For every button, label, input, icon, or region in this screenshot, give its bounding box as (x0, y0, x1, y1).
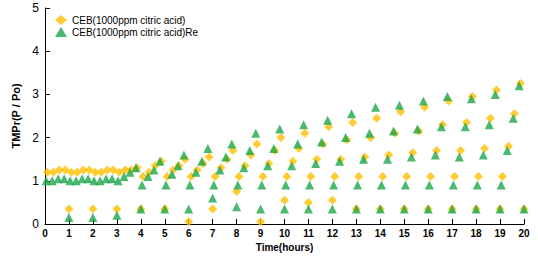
svg-text:6: 6 (186, 228, 192, 239)
svg-text:2: 2 (90, 228, 96, 239)
svg-text:5: 5 (162, 228, 168, 239)
svg-text:CEB(1000ppm citric acid)Re: CEB(1000ppm citric acid)Re (72, 27, 199, 38)
svg-text:16: 16 (423, 228, 435, 239)
svg-text:7: 7 (210, 228, 216, 239)
svg-text:9: 9 (258, 228, 264, 239)
svg-text:2: 2 (32, 131, 39, 145)
svg-text:13: 13 (351, 228, 363, 239)
svg-text:3: 3 (114, 228, 120, 239)
svg-text:Time(hours): Time(hours) (256, 242, 314, 253)
svg-text:20: 20 (518, 228, 530, 239)
svg-text:14: 14 (375, 228, 387, 239)
svg-text:4: 4 (138, 228, 144, 239)
svg-text:10: 10 (279, 228, 291, 239)
svg-text:19: 19 (494, 228, 506, 239)
svg-text:12: 12 (327, 228, 339, 239)
svg-text:1: 1 (32, 174, 39, 188)
svg-text:0: 0 (42, 228, 48, 239)
svg-text:15: 15 (399, 228, 411, 239)
svg-text:17: 17 (447, 228, 459, 239)
svg-text:18: 18 (471, 228, 483, 239)
svg-text:TMPr(P / Po): TMPr(P / Po) (10, 83, 22, 149)
svg-text:4: 4 (32, 44, 39, 58)
svg-text:0: 0 (32, 217, 39, 231)
svg-text:CEB(1000ppm citric acid): CEB(1000ppm citric acid) (72, 15, 185, 26)
svg-text:5: 5 (32, 1, 39, 15)
svg-text:8: 8 (234, 228, 240, 239)
svg-text:11: 11 (303, 228, 314, 239)
svg-text:1: 1 (66, 228, 72, 239)
svg-text:3: 3 (32, 87, 39, 101)
